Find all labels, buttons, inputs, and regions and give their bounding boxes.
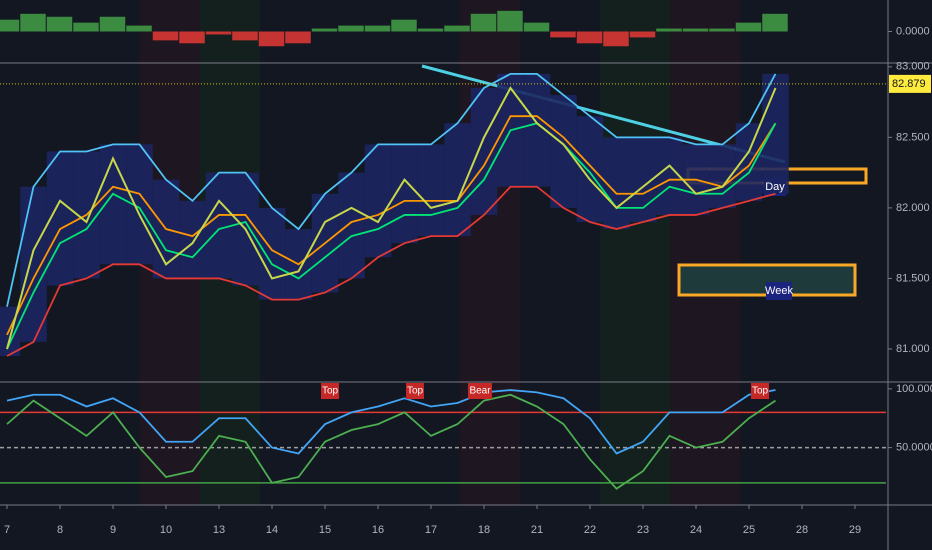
label-box <box>321 383 339 399</box>
histogram-bar <box>20 13 46 32</box>
shade <box>600 0 670 505</box>
histogram-bar <box>205 31 232 35</box>
y-tick-label: 81.500 <box>896 272 930 284</box>
series-line <box>6 185 776 357</box>
annotation: Bear <box>469 386 491 397</box>
histogram-bar <box>46 16 73 32</box>
histogram-bar <box>258 31 285 47</box>
y-tick-label: 81.000 <box>896 343 930 355</box>
label-box <box>766 282 792 300</box>
channel-fill <box>126 144 153 265</box>
y-tick-label: 0.0000 <box>896 25 930 37</box>
channel-fill <box>99 144 127 265</box>
histogram-bar <box>338 25 364 32</box>
histogram-bar <box>656 28 682 32</box>
histogram-bar <box>550 31 576 38</box>
series-line <box>6 115 777 336</box>
channel-fill <box>470 87 498 215</box>
histogram-bar <box>0 19 20 32</box>
last-price-label: 82.879 <box>892 78 926 90</box>
channel-fill <box>338 172 365 279</box>
channel-fill <box>179 200 206 279</box>
series-line <box>6 86 777 350</box>
x-tick-label: 13 <box>213 524 225 536</box>
y-tick-label: 100.0000 <box>896 383 932 395</box>
histogram-bar <box>417 28 444 32</box>
histogram-bar <box>762 13 788 32</box>
x-tick-label: 23 <box>637 524 649 536</box>
histogram-bar <box>444 25 470 32</box>
x-tick-label: 9 <box>110 524 116 536</box>
channel-fill <box>709 144 736 208</box>
x-tick-label: 14 <box>266 524 278 536</box>
last-price-box <box>889 74 931 93</box>
series-line <box>6 72 777 307</box>
histogram-bar <box>603 31 629 47</box>
x-tick-label: 10 <box>160 524 172 536</box>
y-tick-label: 82.000 <box>896 202 930 214</box>
label-box <box>468 383 492 399</box>
histogram-bar <box>470 13 497 32</box>
x-tick-label: 21 <box>531 524 543 536</box>
x-tick-label: 17 <box>425 524 437 536</box>
histogram-bar <box>311 28 338 32</box>
annotation: Top <box>752 386 769 397</box>
x-tick-label: 25 <box>743 524 755 536</box>
label-box <box>751 383 769 399</box>
x-tick-label: 8 <box>57 524 63 536</box>
histogram-bar <box>99 16 126 32</box>
annotation: Day <box>765 181 785 193</box>
y-tick-label: 50.0000 <box>896 442 932 454</box>
histogram-bar <box>73 22 99 32</box>
histogram-bar <box>391 19 417 32</box>
histogram-bar <box>576 31 603 44</box>
x-tick-label: 18 <box>478 524 490 536</box>
annotation: Week <box>765 285 793 297</box>
histogram-bar <box>709 28 735 32</box>
y-tick-label: 83.000 <box>896 61 930 73</box>
histogram-bar <box>152 31 179 41</box>
histogram-bar <box>735 22 762 32</box>
channel-fill <box>417 144 445 237</box>
channel-fill <box>20 186 47 342</box>
series-line <box>6 393 776 490</box>
x-tick-label: 16 <box>372 524 384 536</box>
label-box <box>406 383 424 399</box>
annotation: Top <box>322 386 339 397</box>
histogram-bar <box>126 25 152 32</box>
channel-fill <box>205 172 233 279</box>
x-tick-label: 24 <box>690 524 702 536</box>
histogram-bar <box>523 22 550 32</box>
histogram-bar <box>232 31 258 41</box>
x-tick-label: 15 <box>319 524 331 536</box>
channel-fill <box>550 95 577 208</box>
x-tick-label: 22 <box>584 524 596 536</box>
histogram-bar <box>497 10 523 32</box>
x-tick-label: 29 <box>849 524 861 536</box>
histogram-bar <box>364 25 391 32</box>
series-line <box>6 389 776 455</box>
annotation: Top <box>407 386 424 397</box>
channel-fill <box>364 144 392 258</box>
histogram-bar <box>682 28 709 32</box>
y-tick-label: 82.500 <box>896 131 930 143</box>
histogram-bar <box>179 31 205 44</box>
channel-fill <box>576 116 604 222</box>
histogram-bar <box>285 31 311 44</box>
histogram-bar <box>629 31 656 38</box>
shade <box>670 0 740 505</box>
channel-fill <box>762 73 789 194</box>
channel-fill <box>735 123 763 201</box>
channel-fill <box>258 207 286 300</box>
x-tick-label: 28 <box>796 524 808 536</box>
x-tick-label: 7 <box>4 524 10 536</box>
